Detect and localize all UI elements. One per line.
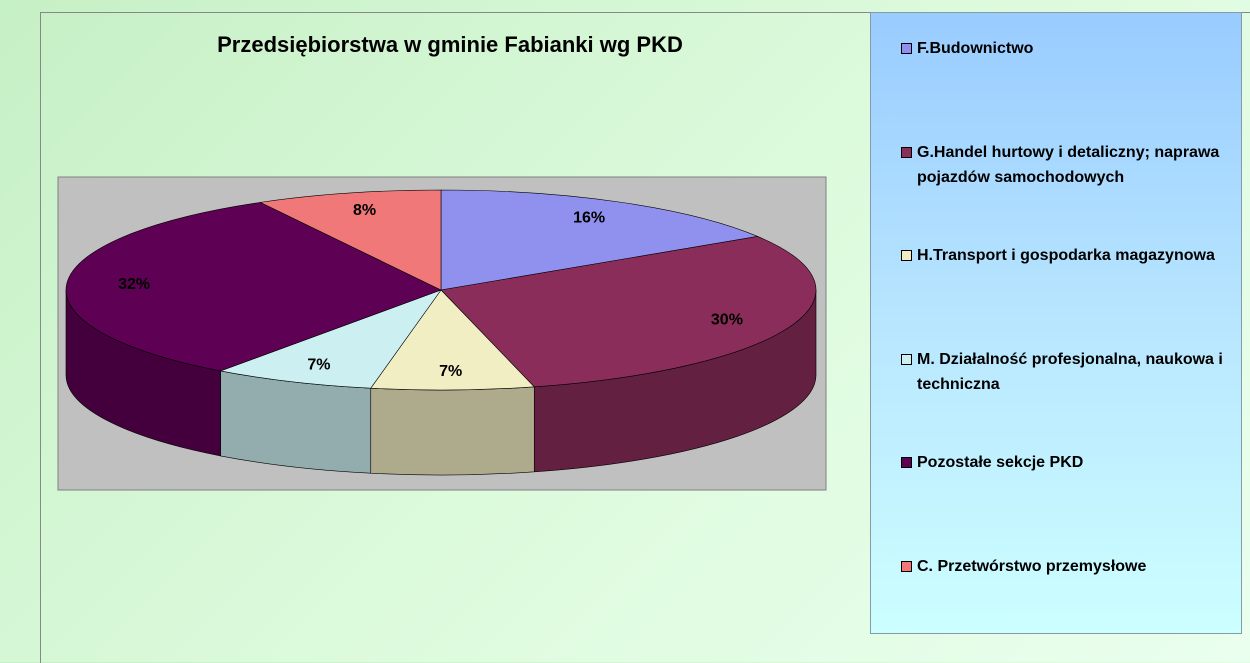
pie-slice	[219, 289, 442, 389]
chart-frame	[40, 12, 1250, 663]
data-label: 32%	[118, 276, 150, 293]
data-label: 16%	[573, 209, 605, 226]
pie-side	[370, 386, 535, 476]
legend-marker	[901, 457, 912, 468]
pie-slice	[440, 236, 817, 388]
legend-item: Pozostałe sekcje PKD	[901, 450, 1250, 475]
legend-marker	[901, 353, 912, 365]
data-label: 7%	[439, 363, 462, 380]
legend-marker	[901, 560, 912, 572]
legend-label: G.Handel hurtowy i detaliczny; naprawa p…	[917, 143, 1220, 186]
legend-marker	[901, 43, 912, 54]
data-label: 8%	[353, 202, 376, 219]
pie-slice	[65, 202, 442, 372]
legend-item: H.Transport i gospodarka magazynowa	[901, 243, 1250, 268]
pie-slice	[440, 189, 759, 291]
legend-label: C. Przetwórstwo przemysłowe	[917, 557, 1147, 575]
chart-title: Przedsiębiorstwa w gminie Fabianki wg PK…	[217, 32, 683, 57]
pie-slice	[370, 289, 535, 391]
legend-item: C. Przetwórstwo przemysłowe	[901, 554, 1250, 579]
pie-slice	[259, 189, 442, 291]
legend-label: H.Transport i gospodarka magazynowa	[917, 247, 1215, 264]
legend-marker	[901, 250, 912, 261]
chart: Przedsiębiorstwa w gminie Fabianki wg PK…	[57, 32, 827, 491]
legend-item: M. Działalność profesjonalna, naukowa i …	[901, 347, 1250, 397]
legend-marker	[901, 146, 912, 158]
data-label: 7%	[307, 356, 330, 373]
legend-label: M. Działalność profesjonalna, naukowa i …	[917, 350, 1223, 393]
data-label: 30%	[711, 311, 743, 328]
legend-item: G.Handel hurtowy i detaliczny; naprawa p…	[901, 140, 1250, 190]
legend: F.Budownictwo G.Handel hurtowy i detalicz…	[870, 12, 1242, 634]
legend-label: F.Budownictwo	[917, 40, 1034, 57]
legend-label: Pozostałe sekcje PKD	[917, 454, 1084, 471]
legend-item: F.Budownictwo	[901, 36, 1250, 61]
